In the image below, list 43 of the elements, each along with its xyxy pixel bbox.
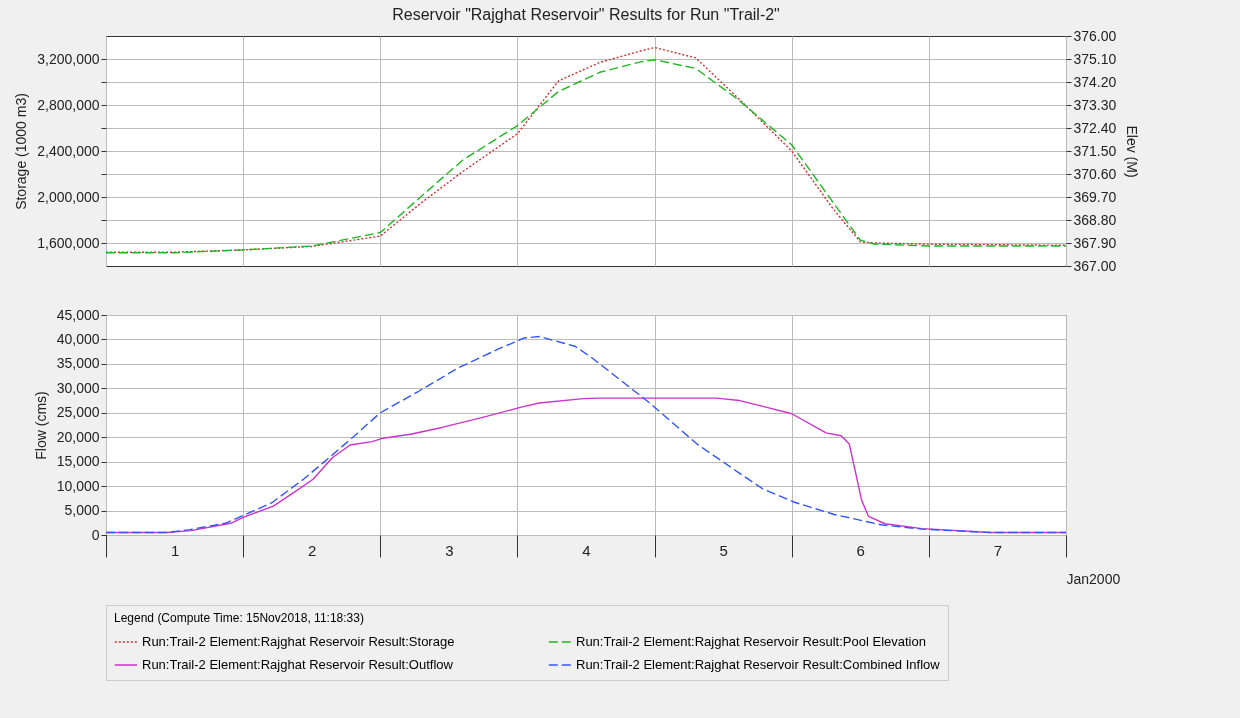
legend-label: Run:Trail-2 Element:Rajghat Reservoir Result:Storage [142, 634, 455, 649]
y2-tick-label: 368.80 [1073, 211, 1117, 228]
y2-axis-title: Elev (M) [1124, 125, 1141, 178]
x-axis-title: Jan2000 [1066, 570, 1121, 587]
x-tick-label: 5 [719, 541, 728, 559]
y-axis-title: Storage (1000 m3) [13, 93, 30, 210]
legend-label: Run:Trail-2 Element:Rajghat Reservoir Result:Combined Inflow [576, 657, 941, 672]
y2-tick-label: 373.30 [1073, 96, 1117, 113]
legend-title: Legend (Compute Time: 15Nov2018, 11:18:33) [114, 611, 364, 625]
legend-label: Run:Trail-2 Element:Rajghat Reservoir Result:Outflow [142, 657, 454, 672]
x-tick-label: 3 [445, 541, 454, 559]
y-tick-label: 1,600,000 [37, 234, 100, 251]
y-tick-label: 20,000 [56, 428, 100, 445]
legend-label: Run:Trail-2 Element:Rajghat Reservoir Result:Pool Elevation [576, 634, 926, 649]
y2-tick-label: 371.50 [1073, 142, 1117, 159]
y-tick-label: 0 [91, 526, 100, 543]
y2-tick-label: 367.90 [1073, 234, 1117, 251]
y2-tick-label: 370.60 [1073, 165, 1117, 182]
y-tick-label: 2,400,000 [37, 142, 100, 159]
y2-tick-label: 376.00 [1073, 27, 1117, 44]
y-tick-label: 40,000 [56, 330, 100, 347]
y-tick-label: 10,000 [56, 477, 100, 494]
y-tick-label: 35,000 [56, 355, 100, 372]
x-tick-label: 1 [170, 541, 180, 559]
x-tick-label: 7 [993, 541, 1003, 559]
y2-tick-label: 367.00 [1073, 257, 1117, 274]
x-tick-label: 2 [308, 541, 317, 559]
y-axis-title: Flow (cms) [32, 391, 49, 460]
chart-title: Reservoir "Rajghat Reservoir" Results for Run "Trail-2" [392, 6, 780, 23]
y-tick-label: 2,800,000 [37, 96, 100, 113]
y2-tick-label: 369.70 [1073, 188, 1117, 205]
y2-tick-label: 375.10 [1073, 50, 1117, 67]
x-tick-label: 4 [582, 541, 591, 559]
x-tick-label: 6 [856, 541, 865, 559]
y-tick-label: 25,000 [56, 404, 100, 421]
y-tick-label: 45,000 [56, 306, 100, 323]
y-tick-label: 2,000,000 [37, 188, 100, 205]
y-tick-label: 5,000 [64, 502, 100, 519]
y-tick-label: 30,000 [56, 379, 100, 396]
y-tick-label: 3,200,000 [37, 50, 100, 67]
y-tick-label: 15,000 [56, 453, 100, 470]
y2-tick-label: 374.20 [1073, 73, 1117, 90]
y2-tick-label: 372.40 [1073, 119, 1117, 136]
